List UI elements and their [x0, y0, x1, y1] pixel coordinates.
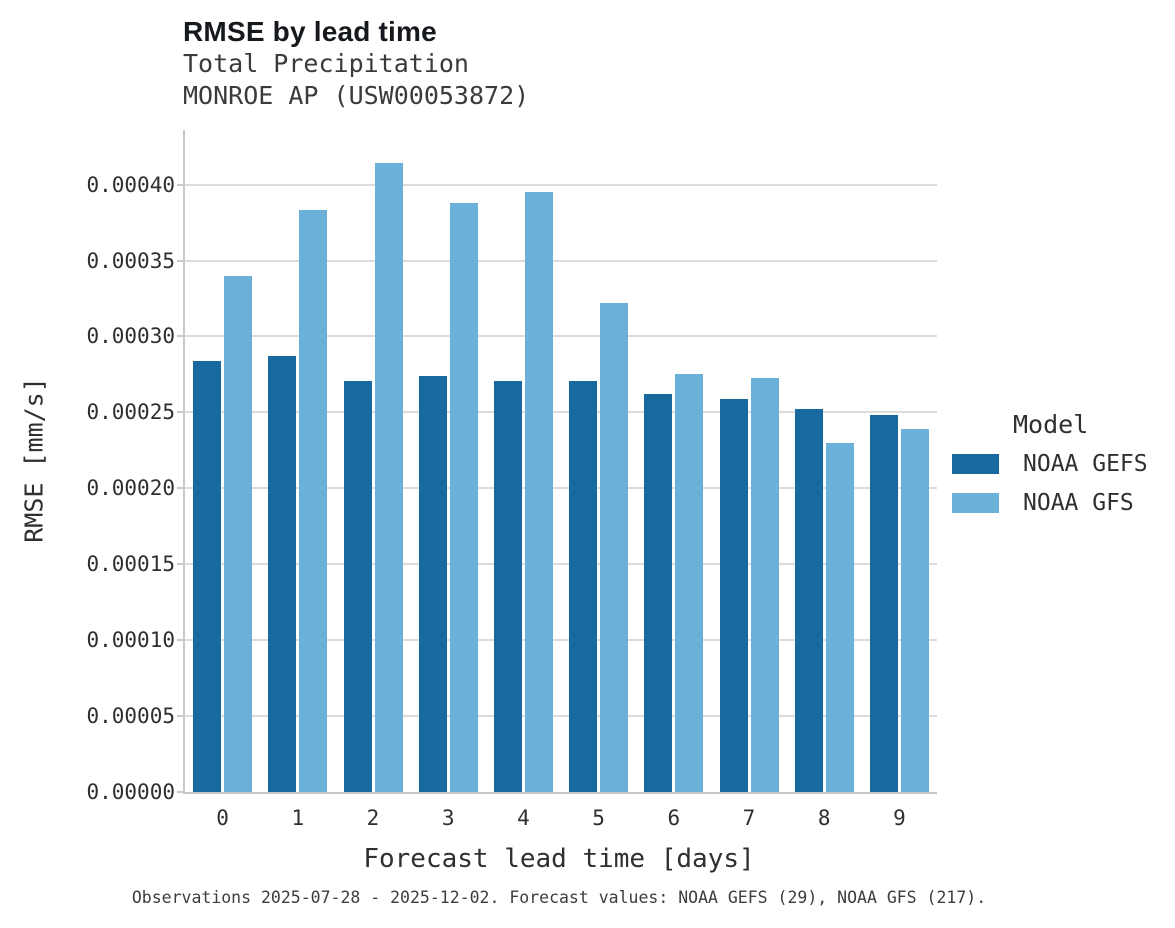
y-tick-label: 0.00010 [86, 628, 175, 653]
legend-entry-label: NOAA GFS [1023, 490, 1134, 516]
bar-noaa-gefs [493, 380, 522, 792]
chart-header: RMSE by lead time Total Precipitation MO… [183, 16, 529, 112]
y-tick-label: 0.00040 [86, 172, 175, 197]
y-axis-tick [177, 791, 184, 793]
y-tick-label: 0.00020 [86, 476, 175, 501]
y-tick-label: 0.00005 [86, 704, 175, 729]
y-tick-label: 0.00015 [86, 552, 175, 577]
y-gridline [185, 259, 937, 262]
bar-noaa-gfs [374, 163, 403, 792]
y-gridline [185, 411, 937, 414]
bar-noaa-gfs [900, 429, 929, 792]
legend-entries: NOAA GEFS NOAA GFS [952, 451, 1148, 516]
bar-noaa-gfs [299, 210, 328, 792]
y-axis-tick [177, 411, 184, 414]
legend-entry: NOAA GFS [952, 490, 1148, 516]
legend-swatch-icon [952, 454, 999, 474]
bar-noaa-gefs [193, 360, 222, 792]
y-tick-label: 0.00000 [86, 780, 175, 804]
y-tick-label: 0.00025 [86, 400, 175, 425]
legend-entry: NOAA GEFS [952, 451, 1148, 477]
x-tick-label: 9 [893, 806, 906, 830]
bar-noaa-gefs [418, 375, 447, 792]
x-tick-label: 7 [742, 806, 756, 830]
y-axis-tick [177, 715, 184, 718]
legend-swatch-icon [952, 493, 999, 513]
x-tick-label: 4 [517, 806, 530, 830]
bar-noaa-gfs [675, 374, 704, 792]
y-axis-tick [177, 259, 184, 262]
chart-title: RMSE by lead time [183, 16, 437, 47]
plot-area: 0.00000 0.00005 0.00010 0.00015 0.00020 0.000… [86, 130, 937, 830]
y-gridline [185, 639, 937, 642]
y-gridline [185, 715, 937, 718]
y-axis-tick [177, 639, 184, 642]
legend-title: Model [1013, 410, 1089, 439]
x-tick-label: 6 [667, 806, 681, 830]
bar-noaa-gefs [343, 380, 372, 792]
y-tick-label: 0.00035 [86, 248, 175, 273]
x-tick-label: 1 [291, 806, 305, 830]
bar-noaa-gfs [449, 202, 478, 792]
bar-noaa-gefs [869, 415, 898, 792]
legend: Model NOAA GEFS NOAA GFS [952, 410, 1148, 529]
y-gridline [185, 183, 937, 186]
bar-noaa-gfs [524, 192, 553, 792]
bar-noaa-gefs [644, 394, 673, 792]
y-axis-tick [177, 183, 184, 186]
bar-noaa-gefs [569, 380, 598, 792]
bar-noaa-gfs [600, 303, 629, 792]
x-axis-title: Forecast lead time [days] [363, 844, 755, 874]
y-tick-label: 0.00030 [86, 324, 175, 349]
caption: Observations 2025-07-28 - 2025-12-02. Fo… [131, 888, 987, 907]
y-gridline [185, 487, 937, 490]
bar-noaa-gefs [719, 398, 748, 792]
x-tick-label: 3 [441, 806, 455, 830]
chart-subtitle-line1: Total Precipitation [183, 49, 469, 78]
y-axis-tick [177, 487, 184, 490]
x-tick-label: 0 [216, 806, 229, 830]
chart-subtitle-line2: MONROE AP (USW00053872) [183, 81, 530, 110]
bar-noaa-gfs [224, 275, 253, 792]
y-gridline [185, 335, 937, 338]
bar-noaa-gefs [268, 356, 297, 792]
bar-noaa-gfs [750, 377, 779, 792]
bar-noaa-gefs [794, 409, 823, 792]
y-axis-tick [177, 563, 184, 566]
x-tick-label: 5 [592, 806, 605, 830]
y-gridline [185, 563, 937, 566]
x-tick-label: 2 [366, 806, 380, 830]
y-axis-tick [177, 335, 184, 338]
legend-entry-label: NOAA GEFS [1023, 451, 1148, 477]
bar-noaa-gfs [825, 442, 854, 792]
x-tick-label: 8 [817, 806, 831, 830]
